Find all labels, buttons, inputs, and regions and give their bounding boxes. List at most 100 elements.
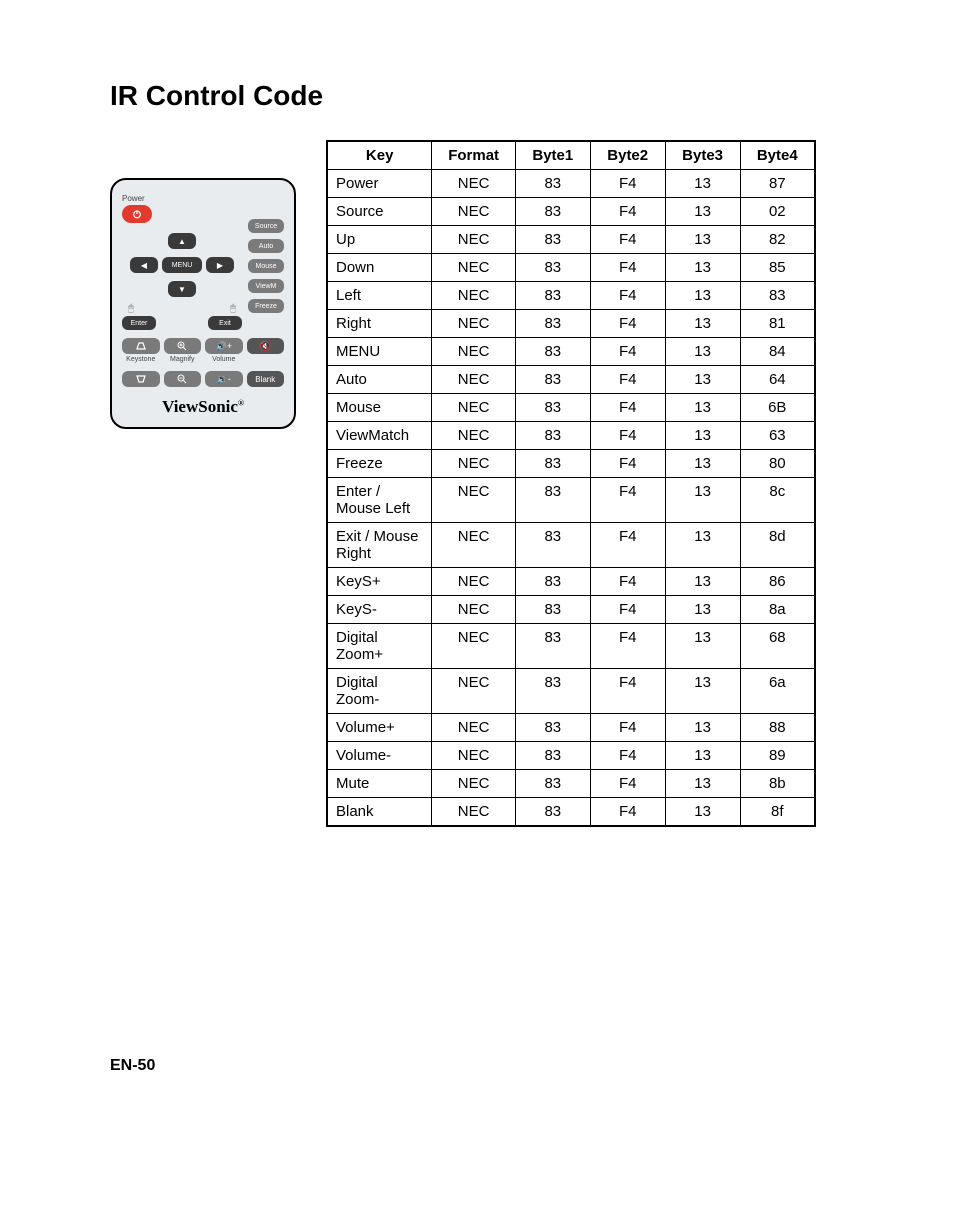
table-value-cell: 13 <box>665 282 740 310</box>
volume-up-icon: 🔊+ <box>216 341 232 352</box>
keystone-plus-icon <box>135 342 147 350</box>
table-value-cell: NEC <box>432 742 515 770</box>
table-value-cell: 13 <box>665 523 740 568</box>
function-row-2: 🔉- Blank <box>122 371 284 387</box>
table-header-row: KeyFormatByte1Byte2Byte3Byte4 <box>327 141 815 170</box>
table-value-cell: 13 <box>665 742 740 770</box>
table-value-cell: 83 <box>515 568 590 596</box>
table-key-cell: Right <box>327 310 432 338</box>
table-value-cell: F4 <box>590 669 665 714</box>
table-value-cell: 13 <box>665 394 740 422</box>
table-value-cell: 13 <box>665 170 740 198</box>
source-button: Source <box>248 219 284 233</box>
table-value-cell: 85 <box>740 254 815 282</box>
table-value-cell: F4 <box>590 198 665 226</box>
viewm-button: ViewM <box>248 279 284 293</box>
table-value-cell: F4 <box>590 170 665 198</box>
keystone-minus-icon <box>135 375 147 383</box>
table-key-cell: MENU <box>327 338 432 366</box>
table-row: KeyS-NEC83F4138a <box>327 596 815 624</box>
table-key-cell: Power <box>327 170 432 198</box>
table-value-cell: 64 <box>740 366 815 394</box>
magnify-label: Magnify <box>164 356 202 363</box>
table-row: FreezeNEC83F41380 <box>327 450 815 478</box>
content-row: Power ▲ ◀ MENU ▶ ▼ <box>110 140 844 827</box>
table-value-cell: 82 <box>740 226 815 254</box>
table-value-cell: 83 <box>515 170 590 198</box>
freeze-button: Freeze <box>248 299 284 313</box>
table-value-cell: 83 <box>515 422 590 450</box>
table-key-cell: Mouse <box>327 394 432 422</box>
mute-button: 🔇 <box>247 338 285 354</box>
table-value-cell: 13 <box>665 422 740 450</box>
volume-plus-button: 🔊+ <box>205 338 243 354</box>
table-value-cell: F4 <box>590 450 665 478</box>
mouse-left-icon: 🖱 <box>128 303 134 314</box>
ir-code-table: KeyFormatByte1Byte2Byte3Byte4 PowerNEC83… <box>326 140 816 827</box>
table-value-cell: 13 <box>665 568 740 596</box>
table-value-cell: NEC <box>432 226 515 254</box>
table-row: RightNEC83F41381 <box>327 310 815 338</box>
table-value-cell: F4 <box>590 596 665 624</box>
volume-down-icon: 🔉- <box>217 374 231 385</box>
table-value-cell: F4 <box>590 624 665 669</box>
table-value-cell: NEC <box>432 770 515 798</box>
table-value-cell: F4 <box>590 568 665 596</box>
table-value-cell: NEC <box>432 714 515 742</box>
power-button <box>122 205 152 223</box>
table-key-cell: Volume+ <box>327 714 432 742</box>
table-value-cell: 86 <box>740 568 815 596</box>
enter-button: Enter <box>122 316 156 330</box>
table-value-cell: 83 <box>515 282 590 310</box>
table-value-cell: 83 <box>740 282 815 310</box>
table-value-cell: NEC <box>432 422 515 450</box>
left-button: ◀ <box>130 257 158 273</box>
table-row: Volume+NEC83F41388 <box>327 714 815 742</box>
remote-body: Power ▲ ◀ MENU ▶ ▼ <box>110 178 296 429</box>
table-value-cell: 13 <box>665 450 740 478</box>
table-value-cell: 13 <box>665 338 740 366</box>
table-row: AutoNEC83F41364 <box>327 366 815 394</box>
menu-button: MENU <box>162 257 202 273</box>
table-header-cell: Key <box>327 141 432 170</box>
table-value-cell: 8f <box>740 798 815 827</box>
exit-button: Exit <box>208 316 242 330</box>
keystone-plus-button <box>122 338 160 354</box>
table-value-cell: NEC <box>432 198 515 226</box>
table-value-cell: 83 <box>515 669 590 714</box>
table-row: UpNEC83F41382 <box>327 226 815 254</box>
table-row: PowerNEC83F41387 <box>327 170 815 198</box>
table-value-cell: 80 <box>740 450 815 478</box>
table-value-cell: 83 <box>515 624 590 669</box>
table-key-cell: Left <box>327 282 432 310</box>
table-header-cell: Byte1 <box>515 141 590 170</box>
table-key-cell: Digital Zoom- <box>327 669 432 714</box>
table-value-cell: 13 <box>665 478 740 523</box>
table-value-cell: F4 <box>590 254 665 282</box>
table-value-cell: 13 <box>665 798 740 827</box>
table-value-cell: 83 <box>515 478 590 523</box>
table-value-cell: F4 <box>590 366 665 394</box>
table-value-cell: 63 <box>740 422 815 450</box>
table-key-cell: Down <box>327 254 432 282</box>
up-button: ▲ <box>168 233 196 249</box>
table-key-cell: Blank <box>327 798 432 827</box>
table-value-cell: 13 <box>665 310 740 338</box>
table-row: Digital Zoom-NEC83F4136a <box>327 669 815 714</box>
table-value-cell: 13 <box>665 198 740 226</box>
table-row: Exit / Mouse RightNEC83F4138d <box>327 523 815 568</box>
blank-spacer <box>247 356 285 363</box>
table-value-cell: 83 <box>515 798 590 827</box>
page-footer: EN-50 <box>110 1057 844 1075</box>
table-value-cell: 83 <box>515 742 590 770</box>
table-value-cell: 13 <box>665 669 740 714</box>
right-button: ▶ <box>206 257 234 273</box>
table-value-cell: 8c <box>740 478 815 523</box>
keystone-label: Keystone <box>122 356 160 363</box>
table-value-cell: 83 <box>515 714 590 742</box>
blank-button: Blank <box>247 371 285 387</box>
table-value-cell: F4 <box>590 770 665 798</box>
table-value-cell: 13 <box>665 596 740 624</box>
table-value-cell: 13 <box>665 226 740 254</box>
table-value-cell: F4 <box>590 798 665 827</box>
